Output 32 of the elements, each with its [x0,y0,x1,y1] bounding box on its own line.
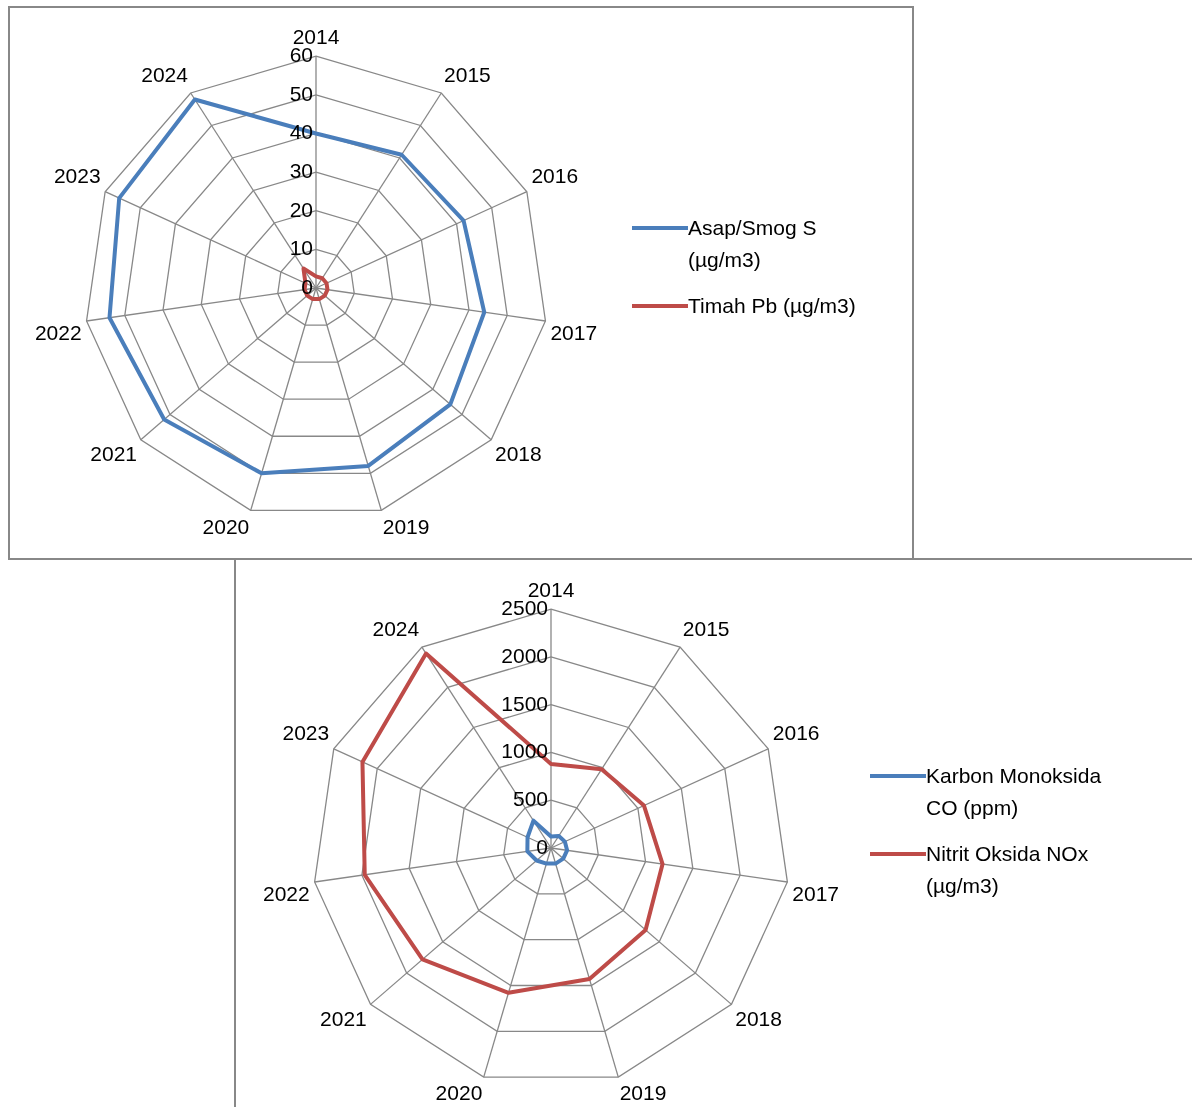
spoke-label: 2022 [34,321,82,345]
spoke-label: 2015 [682,617,730,641]
legend-label: Karbon Monoksida CO (ppm) [926,763,1103,821]
y-tick-label: 1500 [501,691,548,715]
legend-label: Nitrit Oksida NOx (µg/m3) [926,841,1090,899]
legend-label: Asap/Smog S (µg/m3) [688,215,818,273]
spoke-label: 2017 [550,321,598,345]
y-tick-label: 10 [289,236,313,260]
spoke-label: 2023 [282,720,330,744]
y-tick-label: 20 [289,197,313,221]
spoke-label: 2024 [141,62,189,86]
spoke-label: 2019 [619,1081,667,1105]
spoke-label: 2020 [435,1081,483,1105]
spoke-label: 2024 [372,617,420,641]
spoke-label: 2020 [202,514,250,538]
spoke-label: 2016 [531,163,579,187]
legend-label: Timah Pb (µg/m3) [688,293,856,319]
spoke-label: 2021 [320,1007,367,1031]
spoke-label: 2022 [262,882,310,906]
y-tick-label: 2000 [501,643,548,667]
spoke-label: 2021 [90,442,138,466]
y-tick-label: 50 [289,81,313,105]
spoke-label: 2017 [792,882,840,906]
y-tick-label: 500 [512,787,548,811]
y-tick-label: 30 [289,158,313,182]
spoke-label: 2019 [382,514,430,538]
spoke-label: 2015 [444,62,491,86]
spoke-label: 2023 [53,163,101,187]
spoke-label: 2016 [772,720,820,744]
spoke-label: 2018 [494,442,542,466]
y-tick-label: 0 [536,834,548,858]
spoke-label: 2018 [735,1007,782,1031]
